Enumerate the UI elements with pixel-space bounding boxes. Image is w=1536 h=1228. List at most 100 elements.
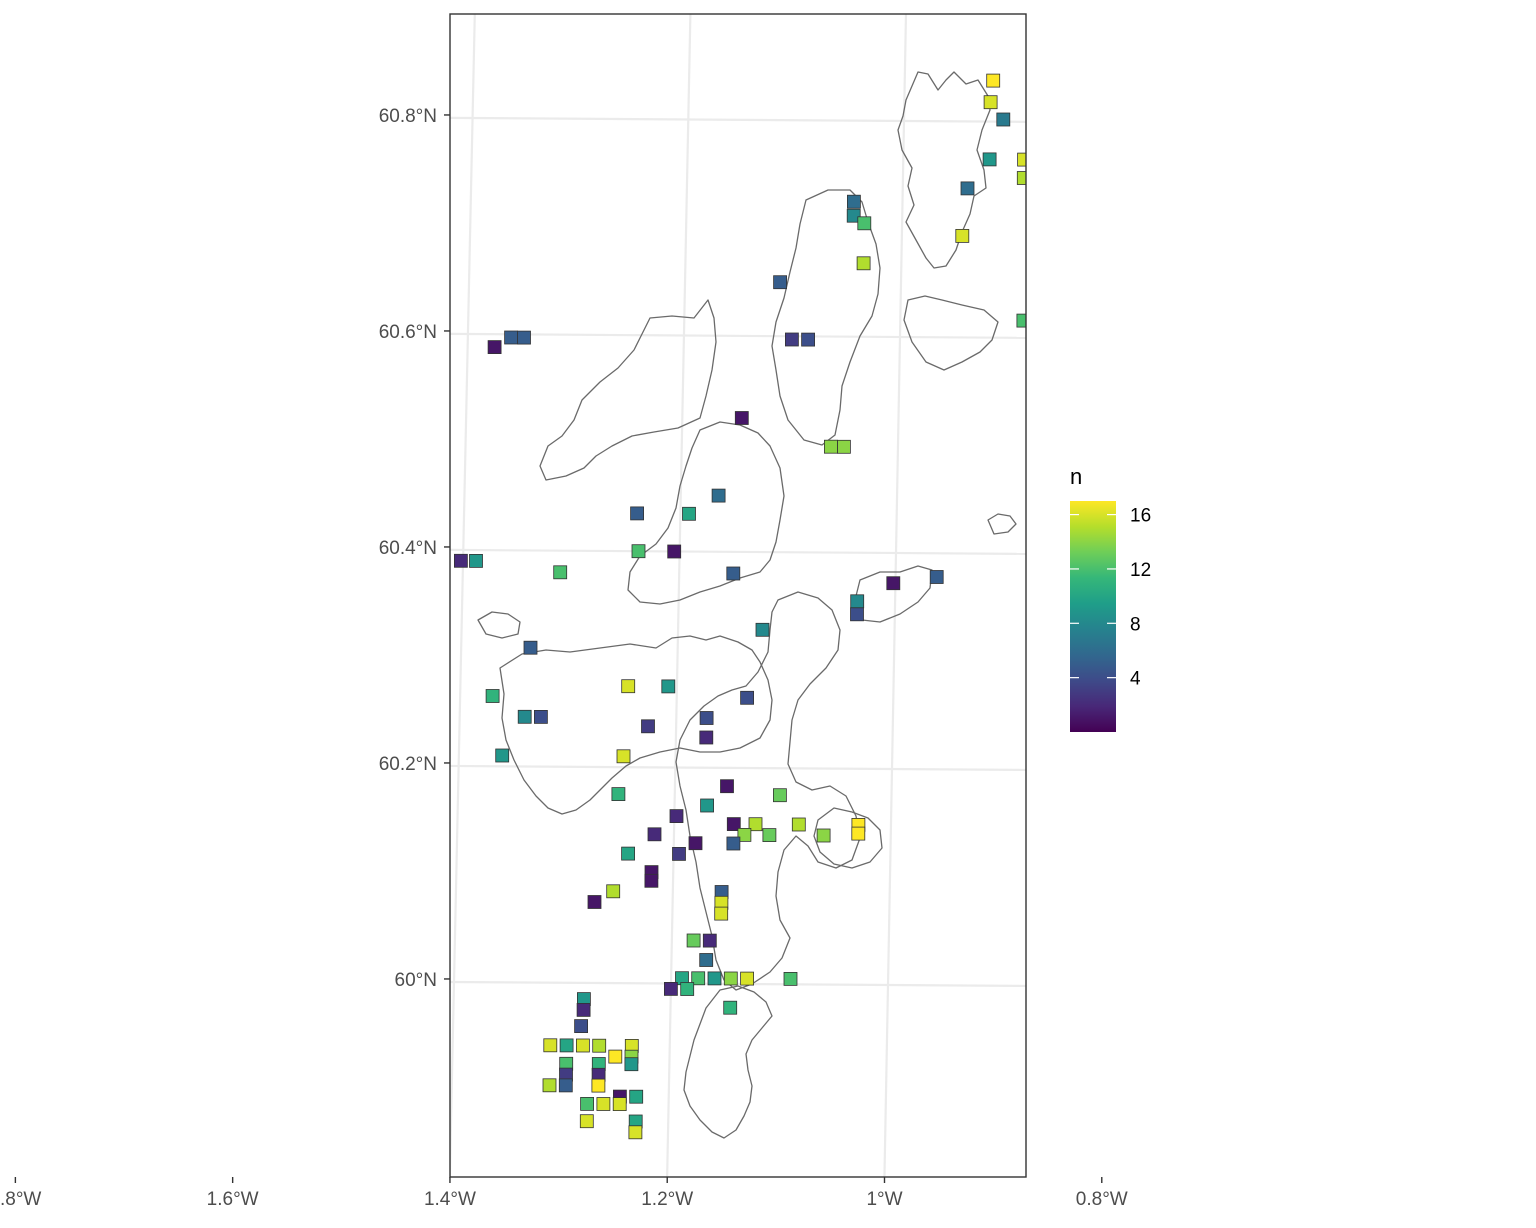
grid-cell xyxy=(495,748,510,763)
coastline-bressay xyxy=(813,807,883,869)
grid-cell xyxy=(734,411,749,425)
grid-cell xyxy=(700,798,714,813)
grid-cell xyxy=(846,208,861,223)
grid-cell xyxy=(850,607,864,622)
grid-cell xyxy=(714,906,729,921)
grid-cell xyxy=(302,678,315,691)
parallel-line xyxy=(450,980,1026,988)
grid-cell xyxy=(559,1038,574,1053)
meridian-line xyxy=(450,14,476,1177)
y-tick-label: 60°N xyxy=(395,970,437,991)
grid-cell xyxy=(986,73,1001,88)
grid-cell xyxy=(264,709,277,722)
grid-cell xyxy=(553,565,568,580)
grid-cell xyxy=(699,730,714,745)
x-tick-label: 1.4°W xyxy=(424,1189,476,1210)
x-tick-label: 1.8°W xyxy=(0,1189,41,1210)
legend: n 4 8 12 16 xyxy=(1070,464,1151,732)
grid-cell xyxy=(517,709,532,724)
grid-cell xyxy=(1033,124,1046,137)
grid-cell xyxy=(983,95,998,110)
grid-cell xyxy=(929,570,944,584)
grid-cell xyxy=(612,1097,627,1111)
grid-cell xyxy=(616,749,631,764)
grid-cell xyxy=(644,873,659,888)
grid-cell xyxy=(740,971,754,986)
grid-cell xyxy=(592,1038,607,1053)
grid-cell xyxy=(723,971,738,986)
legend-break-label: 8 xyxy=(1130,614,1141,635)
grid-cell xyxy=(1057,114,1070,127)
grid-cell xyxy=(850,594,865,609)
grid-cell xyxy=(824,439,838,454)
coastline-papa-stour xyxy=(477,611,521,639)
coastline-out-skerries xyxy=(987,513,1017,535)
grid-cell xyxy=(707,971,722,986)
y-tick-label: 60.6°N xyxy=(379,322,437,343)
grid-cell xyxy=(1016,313,1026,328)
grid-cell xyxy=(311,767,324,780)
grid-cell xyxy=(686,933,701,948)
parallel-line xyxy=(450,332,1026,339)
grid-cell xyxy=(1016,171,1026,185)
grid-cell xyxy=(621,679,636,694)
grid-cell xyxy=(587,895,602,909)
coastline xyxy=(477,71,1017,1139)
grid-cell xyxy=(343,797,356,810)
grid-cell xyxy=(378,777,391,790)
grid-cell xyxy=(801,332,815,347)
colorbar xyxy=(1070,501,1116,732)
grid-cell xyxy=(338,456,351,469)
coastline-northmavine xyxy=(539,299,717,481)
grid-cell xyxy=(699,953,714,967)
grid-cell xyxy=(856,256,871,271)
grid-cell xyxy=(762,828,777,842)
grid-cell xyxy=(542,1078,557,1093)
grid-cell xyxy=(534,710,548,724)
graticule xyxy=(14,0,1026,1218)
meridian-line xyxy=(14,0,45,1217)
grid-cell xyxy=(691,971,706,986)
grid-cell xyxy=(960,181,975,196)
grid-cell xyxy=(857,216,872,231)
grid-cell xyxy=(580,1097,594,1111)
grid-cell xyxy=(487,340,502,355)
grid-cell xyxy=(682,506,696,521)
grid-cell xyxy=(523,640,538,655)
grid-cell xyxy=(591,1078,606,1093)
grid-cell xyxy=(606,884,621,899)
grid-cell xyxy=(755,622,770,637)
y-tick-label: 60.2°N xyxy=(379,754,437,775)
grid-cell xyxy=(955,228,970,243)
grid-cell xyxy=(630,506,644,521)
x-tick-label: 0.8°W xyxy=(1076,1189,1128,1210)
x-tick-label: 1°W xyxy=(866,1189,902,1210)
grid-cell xyxy=(816,828,831,843)
x-tick-label: 1.2°W xyxy=(641,1189,693,1210)
coastline-south-mainland xyxy=(683,985,773,1139)
grid-cell xyxy=(837,439,851,454)
x-tick-label: 1.6°W xyxy=(207,1189,259,1210)
grid-cell xyxy=(504,330,519,345)
parallel-line xyxy=(450,548,1026,556)
meridian-line xyxy=(232,0,261,1218)
grid-cell xyxy=(608,1049,623,1064)
grid-cell xyxy=(302,709,315,722)
grid-cell xyxy=(574,1019,588,1033)
meridian-line xyxy=(883,14,908,1177)
grid-cell xyxy=(628,1125,643,1140)
grid-cell xyxy=(791,817,806,832)
grid-cell xyxy=(641,719,655,734)
grid-cell xyxy=(576,1003,591,1017)
grid-cell xyxy=(726,817,741,831)
grid-cell xyxy=(886,576,901,591)
grid-cell xyxy=(667,544,682,559)
panel-border xyxy=(449,13,1027,1178)
legend-title: n xyxy=(1070,464,1082,489)
grid-cell xyxy=(748,817,763,832)
coastline-west-mainland xyxy=(499,635,773,815)
grid-cell xyxy=(596,1097,611,1111)
grid-cell xyxy=(996,112,1011,127)
grid-cell xyxy=(773,788,787,803)
